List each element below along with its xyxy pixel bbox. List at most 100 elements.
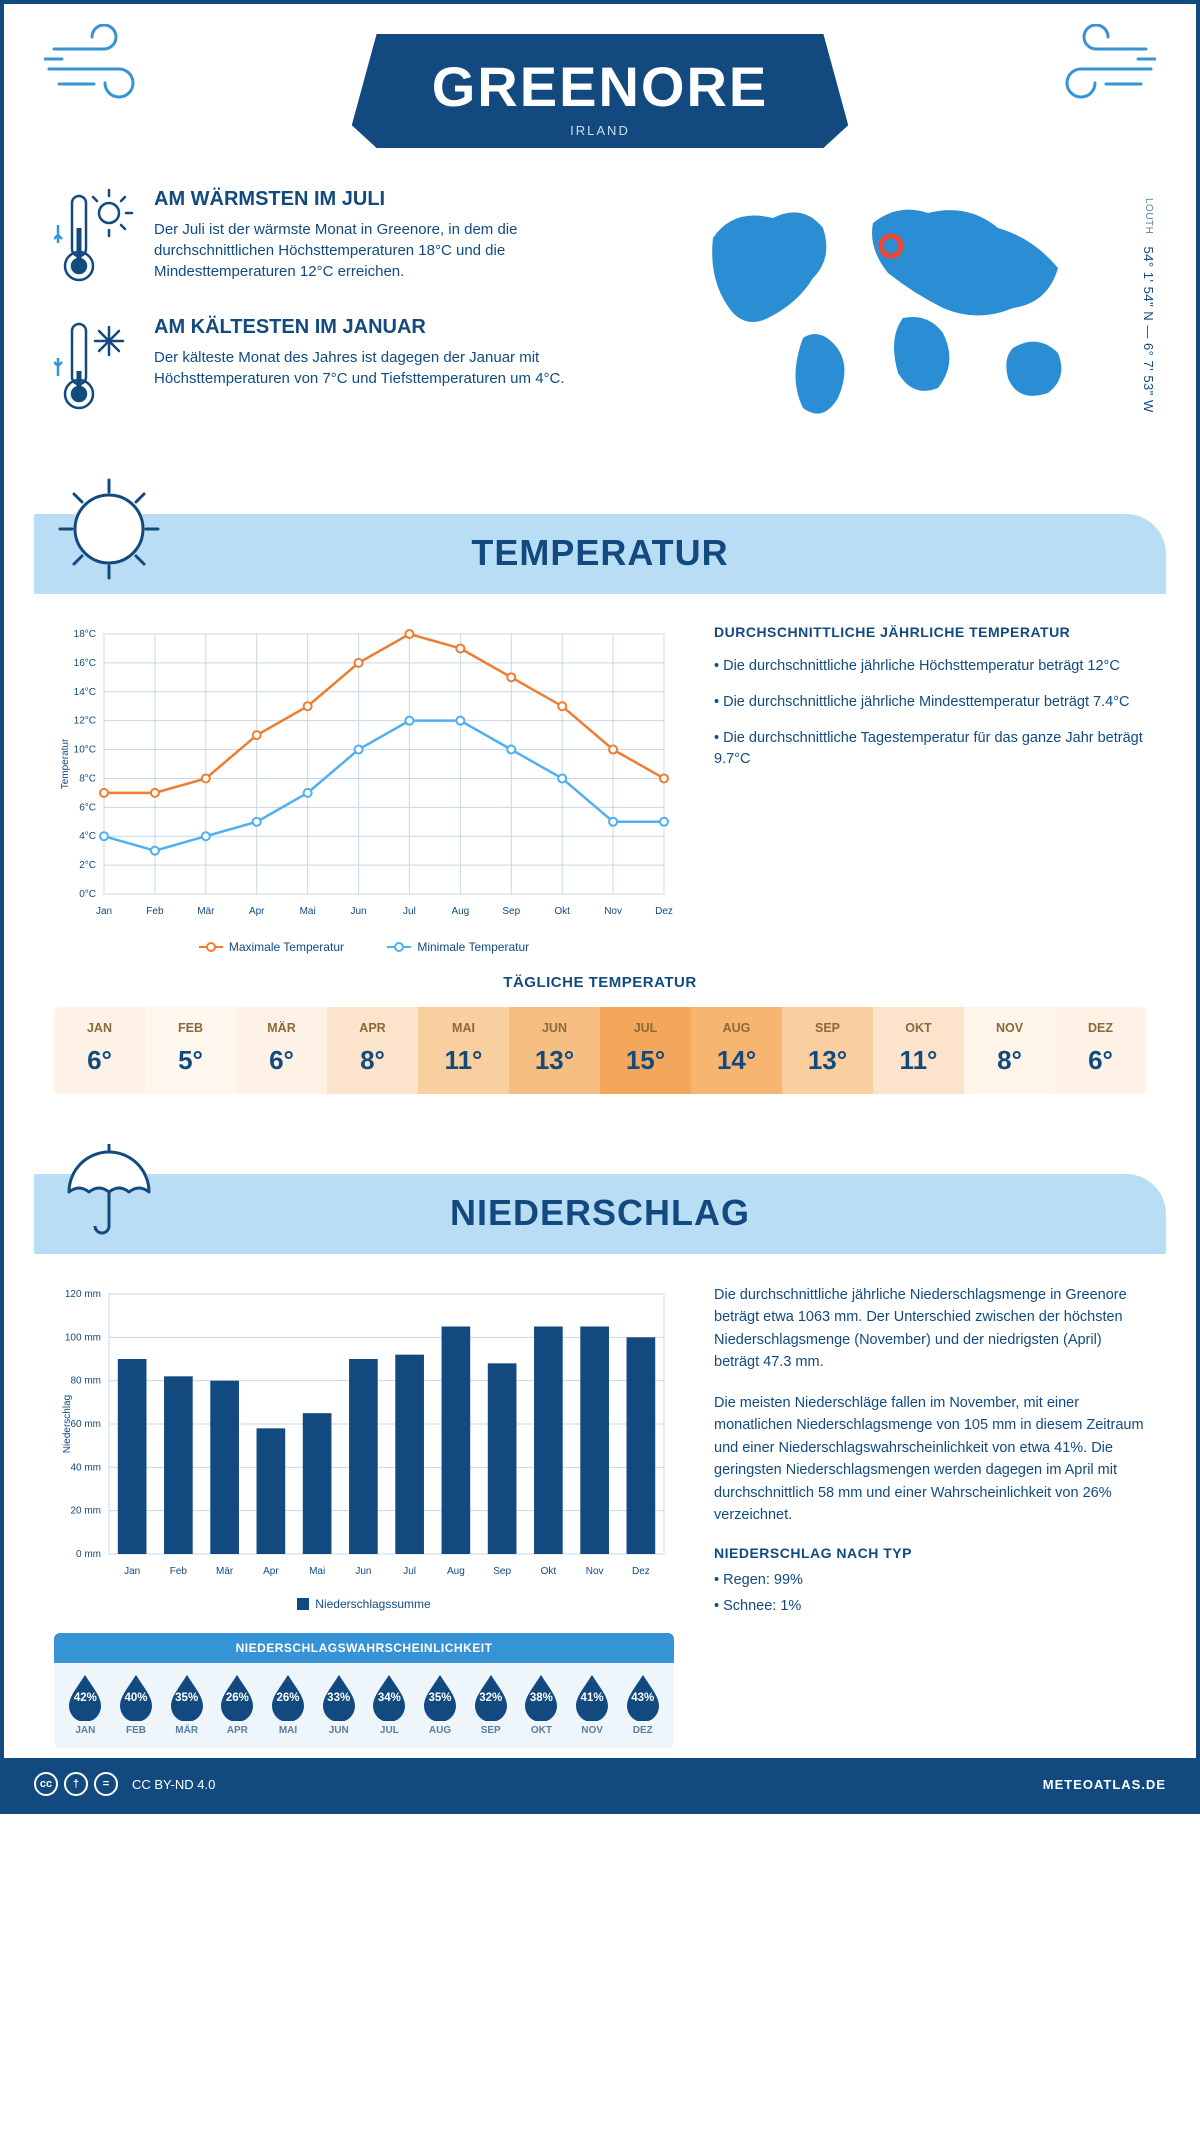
svg-text:Mär: Mär (216, 1566, 234, 1577)
svg-text:8°C: 8°C (79, 773, 96, 784)
lat-label: 54° 1' 54" N (1141, 247, 1156, 322)
temp-cell: DEZ6° (1055, 1007, 1146, 1094)
site-label: METEOATLAS.DE (1043, 1777, 1166, 1792)
title-ribbon: GREENORE IRLAND (352, 34, 849, 148)
precip-para: Die meisten Niederschläge fallen im Nove… (714, 1392, 1146, 1527)
svg-text:4°C: 4°C (79, 831, 96, 842)
precip-para: Die durchschnittliche jährliche Niedersc… (714, 1284, 1146, 1374)
svg-text:0 mm: 0 mm (76, 1549, 101, 1560)
prob-cell: 42% JAN (60, 1673, 111, 1736)
prob-cell: 32% SEP (465, 1673, 516, 1736)
temp-cell: JUL15° (600, 1007, 691, 1094)
city-title: GREENORE (432, 54, 769, 119)
warmest-body: Der Juli ist der wärmste Monat in Greeno… (154, 219, 610, 282)
prob-cell: 40% FEB (111, 1673, 162, 1736)
temp-bullet: • Die durchschnittliche jährliche Mindes… (714, 692, 1146, 714)
svg-text:Okt: Okt (541, 1566, 557, 1577)
section-title: TEMPERATUR (34, 532, 1166, 574)
prob-cell: 38% OKT (516, 1673, 567, 1736)
prob-cell: 35% MÄR (161, 1673, 212, 1736)
temp-cell: JAN6° (54, 1007, 145, 1094)
svg-text:Sep: Sep (502, 906, 520, 917)
svg-text:16°C: 16°C (74, 658, 96, 669)
svg-text:Feb: Feb (146, 906, 164, 917)
svg-text:12°C: 12°C (74, 716, 96, 727)
svg-text:Feb: Feb (170, 1566, 188, 1577)
temp-cell: NOV8° (964, 1007, 1055, 1094)
svg-text:Apr: Apr (263, 1566, 279, 1577)
svg-text:Aug: Aug (451, 906, 469, 917)
warmest-title: AM WÄRMSTEN IM JULI (154, 188, 610, 211)
svg-text:0°C: 0°C (79, 889, 96, 900)
svg-text:Mär: Mär (197, 906, 215, 917)
section-title: NIEDERSCHLAG (34, 1192, 1166, 1234)
svg-text:Jan: Jan (96, 906, 112, 917)
svg-text:18°C: 18°C (74, 629, 96, 640)
temp-summary-heading: DURCHSCHNITTLICHE JÄHRLICHE TEMPERATUR (714, 624, 1146, 640)
svg-text:Dez: Dez (655, 906, 673, 917)
world-map-icon (683, 188, 1103, 428)
temp-cell: MAI11° (418, 1007, 509, 1094)
warmest-block: AM WÄRMSTEN IM JULI Der Juli ist der wär… (54, 188, 610, 288)
svg-text:60 mm: 60 mm (70, 1419, 101, 1430)
temperature-chart: 0°C 2°C 4°C 6°C 8°C 10°C 12°C 14°C 16°C 18°C Jan Fe… (54, 624, 674, 954)
svg-text:Apr: Apr (249, 906, 265, 917)
precip-probability-panel: NIEDERSCHLAGSWAHRSCHEINLICHKEIT 42% JAN … (54, 1633, 674, 1748)
legend-precip: Niederschlagssumme (297, 1597, 430, 1611)
daily-temperature-table: TÄGLICHE TEMPERATUR JAN6° FEB5° MÄR6° AP… (4, 964, 1196, 1124)
prob-cell: 33% JUN (313, 1673, 364, 1736)
daily-temp-title: TÄGLICHE TEMPERATUR (54, 974, 1146, 991)
prob-cell: 35% AUG (415, 1673, 466, 1736)
prob-cell: 43% DEZ (617, 1673, 668, 1736)
region-label: LOUTH (1143, 198, 1154, 234)
wind-icon (44, 24, 164, 104)
lon-label: 6° 7' 53" W (1141, 343, 1156, 413)
legend-max: Maximale Temperatur (199, 940, 344, 954)
prob-cell: 26% APR (212, 1673, 263, 1736)
temperature-summary: DURCHSCHNITTLICHE JÄHRLICHE TEMPERATUR •… (714, 624, 1146, 954)
thermometer-snow-icon (54, 316, 134, 416)
svg-text:Jan: Jan (124, 1566, 140, 1577)
license-label: CC BY-ND 4.0 (132, 1777, 215, 1792)
svg-text:2°C: 2°C (79, 860, 96, 871)
svg-text:Nov: Nov (586, 1566, 604, 1577)
svg-text:Dez: Dez (632, 1566, 650, 1577)
coldest-block: AM KÄLTESTEN IM JANUAR Der kälteste Mona… (54, 316, 610, 416)
temp-cell: OKT11° (873, 1007, 964, 1094)
by-icon: † (64, 1772, 88, 1796)
svg-text:Jun: Jun (355, 1566, 371, 1577)
svg-text:Sep: Sep (493, 1566, 511, 1577)
temp-cell: MÄR6° (236, 1007, 327, 1094)
temp-cell: AUG14° (691, 1007, 782, 1094)
svg-text:Niederschlag: Niederschlag (62, 1395, 73, 1453)
precip-type-heading: NIEDERSCHLAG NACH TYP (714, 1545, 1146, 1561)
svg-text:Okt: Okt (554, 906, 570, 917)
precip-summary: Die durchschnittliche jährliche Niedersc… (714, 1284, 1146, 1748)
svg-text:14°C: 14°C (74, 687, 96, 698)
prob-cell: 26% MAI (263, 1673, 314, 1736)
legend-min: Minimale Temperatur (387, 940, 529, 954)
svg-text:Mai: Mai (300, 906, 316, 917)
svg-text:80 mm: 80 mm (70, 1376, 101, 1387)
svg-text:20 mm: 20 mm (70, 1506, 101, 1517)
coldest-body: Der kälteste Monat des Jahres ist dagege… (154, 347, 610, 389)
temperature-banner: TEMPERATUR (34, 484, 1166, 594)
precip-type-line: • Regen: 99% (714, 1569, 1146, 1591)
nd-icon: = (94, 1772, 118, 1796)
svg-text:120 mm: 120 mm (65, 1289, 101, 1300)
prob-cell: 34% JUL (364, 1673, 415, 1736)
precip-type-line: • Schnee: 1% (714, 1595, 1146, 1617)
svg-text:Temperatur: Temperatur (60, 738, 71, 789)
svg-text:Jun: Jun (350, 906, 366, 917)
svg-text:6°C: 6°C (79, 802, 96, 813)
cc-icon: cc (34, 1772, 58, 1796)
svg-text:40 mm: 40 mm (70, 1462, 101, 1473)
temp-bullet: • Die durchschnittliche jährliche Höchst… (714, 656, 1146, 678)
wind-icon (1036, 24, 1156, 104)
country-label: IRLAND (432, 123, 769, 138)
coldest-title: AM KÄLTESTEN IM JANUAR (154, 316, 610, 339)
temp-bullet: • Die durchschnittliche Tagestemperatur … (714, 728, 1146, 772)
svg-text:10°C: 10°C (74, 745, 96, 756)
thermometer-sun-icon (54, 188, 134, 288)
temp-cell: SEP13° (782, 1007, 873, 1094)
